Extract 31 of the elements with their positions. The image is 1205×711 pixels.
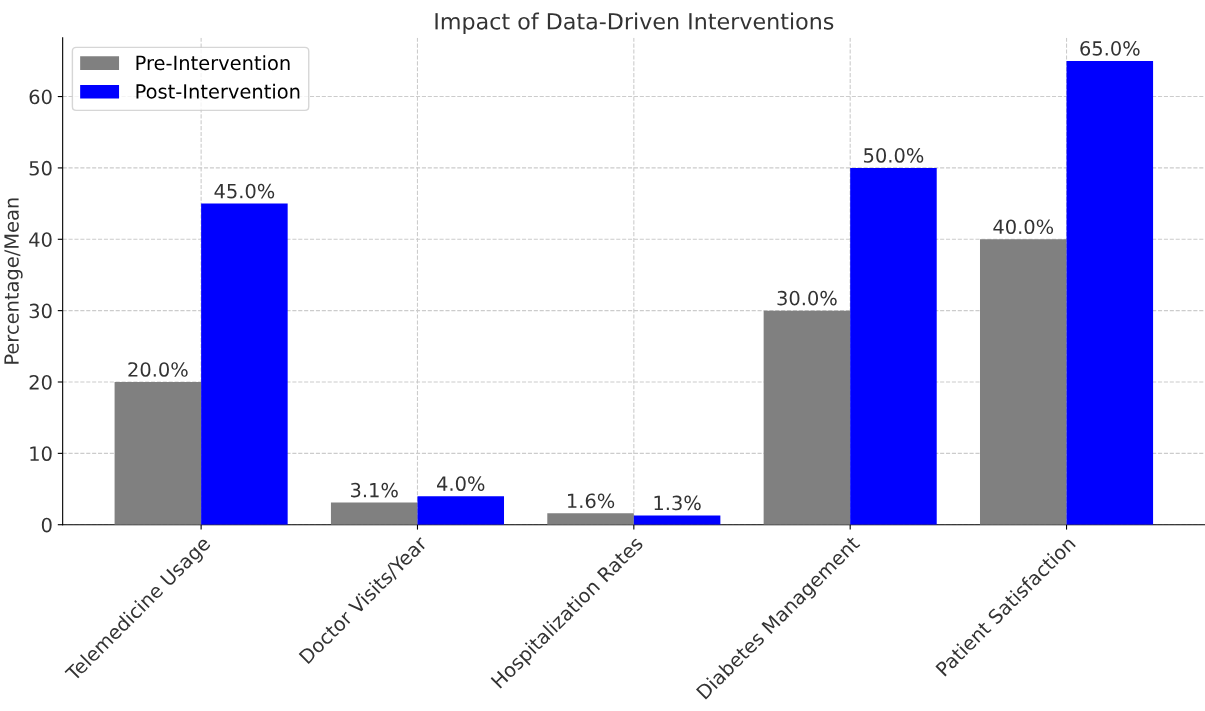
y-tick-label: 50 <box>29 160 52 176</box>
bar <box>201 203 288 525</box>
legend-label: Post-Intervention <box>136 83 300 99</box>
y-tick-label: 40 <box>29 232 52 247</box>
bar <box>330 502 418 525</box>
data-label: 50.0% <box>864 148 924 163</box>
y-axis-title: Percentage/Mean <box>4 198 23 364</box>
y-tick-label: 0 <box>41 517 52 533</box>
y-tick-label: 30 <box>29 303 52 319</box>
data-label: 3.1% <box>350 482 398 498</box>
data-label: 65.0% <box>1080 41 1140 56</box>
bar <box>763 310 851 525</box>
data-label: 4.0% <box>437 476 485 492</box>
bar <box>850 167 937 525</box>
bar <box>979 239 1067 525</box>
data-label: 30.0% <box>777 290 837 306</box>
y-tick-label: 60 <box>29 89 52 105</box>
y-tick-label: 10 <box>30 446 52 462</box>
bar <box>114 382 202 525</box>
data-label: 40.0% <box>993 219 1054 235</box>
legend-label: Pre-Intervention <box>136 55 290 71</box>
data-label: 1.3% <box>654 495 701 511</box>
bar <box>547 513 634 525</box>
bar <box>1066 60 1154 525</box>
data-label: 45.0% <box>214 183 275 199</box>
y-tick-label: 20 <box>29 374 52 390</box>
data-label: 1.6% <box>568 493 615 509</box>
bar <box>633 515 721 525</box>
chart-title: Impact of Data-Driven Interventions <box>435 12 834 34</box>
data-label: 20.0% <box>128 362 188 377</box>
bar <box>417 496 505 525</box>
